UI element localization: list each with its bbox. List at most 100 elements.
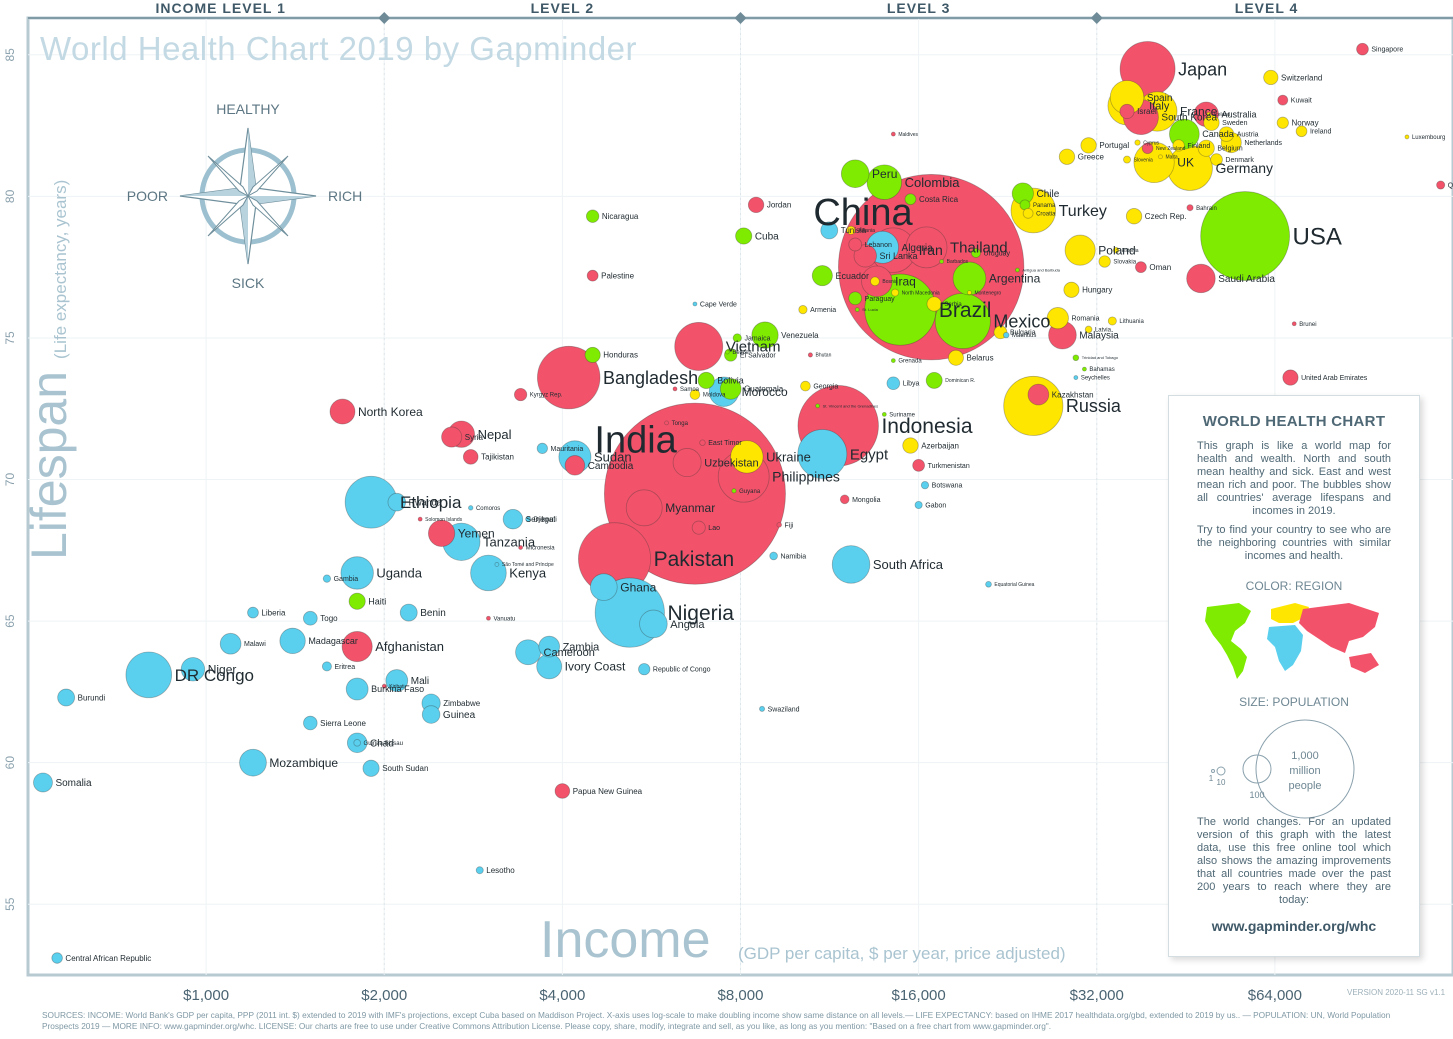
country-label: Argentina xyxy=(989,272,1041,286)
country-label: Suriname xyxy=(889,412,915,418)
x-tick-label: $64,000 xyxy=(1248,987,1302,1004)
bubble-qatar xyxy=(1436,180,1446,190)
country-label: Cyprus xyxy=(1143,140,1159,146)
bubble-bhutan xyxy=(807,352,813,358)
country-label: Guinea-Bissau xyxy=(364,741,403,747)
bubble-mozambique xyxy=(239,748,267,777)
bubble-ukraine xyxy=(730,440,764,474)
bubble-zambia xyxy=(538,635,560,658)
info-box: WORLD HEALTH CHART This graph is like a … xyxy=(1168,395,1420,957)
country-label: Peru xyxy=(872,167,897,181)
country-label: Togo xyxy=(320,614,338,623)
bubble-madagascar xyxy=(279,627,306,655)
bubble-seychelles xyxy=(1073,375,1079,380)
bubble-luxembourg xyxy=(1404,134,1410,140)
compass-east-label: RICH xyxy=(328,188,362,204)
bubble-ecuador xyxy=(811,265,833,287)
country-label: Brunei xyxy=(1299,322,1316,328)
country-label: Azerbaijan xyxy=(921,441,959,450)
europe-region xyxy=(1271,603,1309,623)
bubble-turkmenistan xyxy=(912,459,925,472)
country-label: Australia xyxy=(1221,109,1256,119)
bubble-uk xyxy=(1133,141,1175,184)
africa-region xyxy=(1267,625,1303,671)
bubble-libya xyxy=(886,376,901,391)
country-label: Ireland xyxy=(1310,129,1332,136)
bubble-tajikistan xyxy=(462,449,479,465)
bubble-brunei xyxy=(1291,321,1297,327)
x-tick-label: $2,000 xyxy=(361,987,407,1004)
bubble-hungary xyxy=(1063,281,1080,298)
country-label: Finland xyxy=(1187,143,1210,150)
bubble-cape-verde xyxy=(692,301,698,307)
x-tick-label: $16,000 xyxy=(892,987,946,1004)
bubble-east-timor xyxy=(699,439,706,446)
country-label: Kazakhstan xyxy=(1052,390,1094,399)
bubble-maldives xyxy=(890,131,896,137)
country-label: Dominican R. xyxy=(945,378,975,384)
bubble-sri-lanka xyxy=(853,244,877,268)
asia-region xyxy=(1299,603,1379,673)
country-label: Iceland xyxy=(1214,112,1230,118)
country-label: Gabon xyxy=(925,502,946,509)
bubble-mauritania xyxy=(536,442,548,454)
country-label: Luxembourg xyxy=(1412,135,1445,141)
size-label-1000: 1,000 million people xyxy=(1288,750,1322,792)
country-label: Malta xyxy=(1165,154,1177,160)
country-label: El Salvador xyxy=(740,352,776,359)
bubble-cyprus xyxy=(1134,139,1141,146)
country-label: Albania xyxy=(858,228,875,234)
country-label: Bangladesh xyxy=(603,368,698,388)
country-label: Myanmar xyxy=(665,501,715,515)
country-label: Iran xyxy=(919,242,943,258)
country-label: Vietnam xyxy=(726,339,781,356)
country-label: Palestine xyxy=(601,271,634,280)
bubble-honduras xyxy=(584,346,601,363)
country-label: Angola xyxy=(670,619,705,631)
americas-region xyxy=(1205,603,1251,679)
country-label: Austria xyxy=(1237,132,1259,139)
country-label: Chile xyxy=(1037,189,1060,200)
country-label: Kenya xyxy=(509,565,547,580)
country-label: Mongolia xyxy=(852,497,881,504)
bubble-costa-rica xyxy=(904,193,917,206)
bubble-yemen xyxy=(427,519,456,547)
country-label: East Timor xyxy=(708,440,742,447)
country-label: Oman xyxy=(1149,263,1171,272)
country-label: Slovenia xyxy=(1134,157,1153,163)
bubble-czech-rep- xyxy=(1125,208,1143,225)
country-label: St. Vincent and the Grenadines xyxy=(823,403,879,408)
country-label: Swaziland xyxy=(768,706,800,713)
bubble-bahamas xyxy=(1082,366,1087,372)
country-label: China xyxy=(813,192,913,234)
country-label: Cuba xyxy=(755,232,779,243)
size-legend: 1 10 100 1,000 million people xyxy=(1209,719,1355,819)
country-label: Bolivia xyxy=(717,376,744,386)
y-tick-label: 60 xyxy=(3,756,17,770)
bubble-tunisia xyxy=(820,221,839,240)
country-label: Mauritania xyxy=(551,446,584,453)
country-label: Guyana xyxy=(739,489,761,495)
country-label: Vanuatu xyxy=(493,616,515,622)
bubble-moldova xyxy=(689,389,701,400)
compass-rose: HEALTHY SICK POOR RICH xyxy=(127,101,362,291)
bubble-grenada xyxy=(890,358,896,363)
compass-south-label: SICK xyxy=(232,275,265,291)
bubble-portugal xyxy=(1080,137,1097,154)
bubble-myanmar xyxy=(625,489,663,527)
bubble-gabon xyxy=(914,500,923,510)
bubble-argentina xyxy=(952,261,987,296)
y-axis-label-sub: (Life expectancy, years) xyxy=(51,179,70,359)
bubble-namibia xyxy=(769,551,778,561)
country-label: Czech Rep. xyxy=(1145,212,1187,221)
bubble-trinidad-and-tobago xyxy=(1072,354,1080,362)
country-label: Seychelles xyxy=(1081,376,1110,382)
bubble-serbia xyxy=(926,296,942,312)
bubble-denmark xyxy=(1210,153,1223,166)
country-label: Brazil xyxy=(939,299,992,322)
bubble-samoa xyxy=(672,386,678,392)
country-label: Bahamas xyxy=(1089,367,1114,373)
bubble-israel xyxy=(1119,103,1135,119)
gapminder-link[interactable]: www.gapminder.org/whc xyxy=(1211,918,1377,934)
bubble-guinea-bissau xyxy=(353,739,361,747)
